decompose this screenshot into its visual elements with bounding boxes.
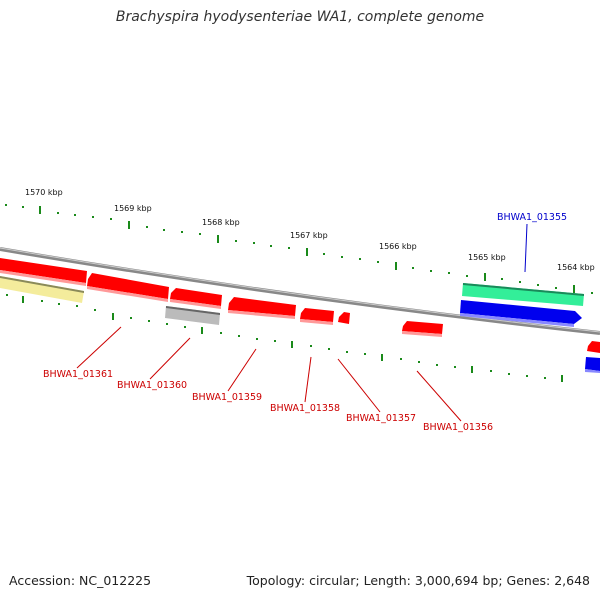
tick-label-1569: 1569 kbp bbox=[114, 204, 152, 213]
gene-feature-edge-blue[interactable] bbox=[585, 357, 600, 371]
tick-label-1565: 1565 kbp bbox=[468, 253, 506, 262]
leader-lines bbox=[76, 223, 528, 422]
gene-feature-edge-red[interactable] bbox=[587, 341, 600, 353]
gene-feature-blue[interactable] bbox=[460, 300, 582, 324]
gene-label-01360[interactable]: BHWA1_01360 bbox=[117, 380, 187, 391]
accession-text: Accession: NC_012225 bbox=[9, 573, 152, 588]
gene-feature-01360[interactable] bbox=[87, 273, 169, 299]
gene-feature-01361[interactable] bbox=[0, 258, 87, 283]
tick-label-1568: 1568 kbp bbox=[202, 218, 240, 227]
tick-label-1567: 1567 kbp bbox=[290, 231, 328, 240]
lower-tick-track bbox=[6, 294, 563, 382]
gene-feature-gray[interactable] bbox=[165, 306, 220, 325]
gene-feature-01357b[interactable] bbox=[338, 312, 350, 324]
map-title: Brachyspira hyodysenteriae WA1, complete… bbox=[115, 9, 485, 25]
gene-feature-01359[interactable] bbox=[170, 288, 222, 306]
gene-features[interactable] bbox=[0, 258, 600, 373]
tick-label-1564: 1564 kbp bbox=[557, 263, 595, 272]
gene-labels: BHWA1_01355 BHWA1_01361 BHWA1_01360 BHWA… bbox=[43, 212, 567, 433]
gene-feature-01356[interactable] bbox=[402, 321, 443, 334]
gene-label-01355[interactable]: BHWA1_01355 bbox=[497, 212, 567, 223]
gene-feature-yellow[interactable] bbox=[0, 276, 84, 303]
gene-label-01357[interactable]: BHWA1_01357 bbox=[346, 413, 416, 424]
gene-label-01356[interactable]: BHWA1_01356 bbox=[423, 422, 493, 433]
gene-label-01361[interactable]: BHWA1_01361 bbox=[43, 369, 113, 380]
gene-label-01358[interactable]: BHWA1_01358 bbox=[270, 403, 340, 414]
tick-label-1570: 1570 kbp bbox=[25, 188, 63, 197]
gene-feature-01358[interactable] bbox=[228, 297, 296, 316]
gene-feature-01355[interactable] bbox=[462, 283, 584, 306]
tick-labels: 1570 kbp 1569 kbp 1568 kbp 1567 kbp 1566… bbox=[25, 188, 595, 272]
upper-tick-track bbox=[5, 204, 593, 294]
gene-label-01359[interactable]: BHWA1_01359 bbox=[192, 392, 262, 403]
genome-backbone bbox=[0, 247, 600, 335]
tick-label-1566: 1566 kbp bbox=[379, 242, 417, 251]
genome-summary-text: Topology: circular; Length: 3,000,694 bp… bbox=[246, 573, 590, 588]
gene-feature-01357[interactable] bbox=[300, 308, 334, 322]
